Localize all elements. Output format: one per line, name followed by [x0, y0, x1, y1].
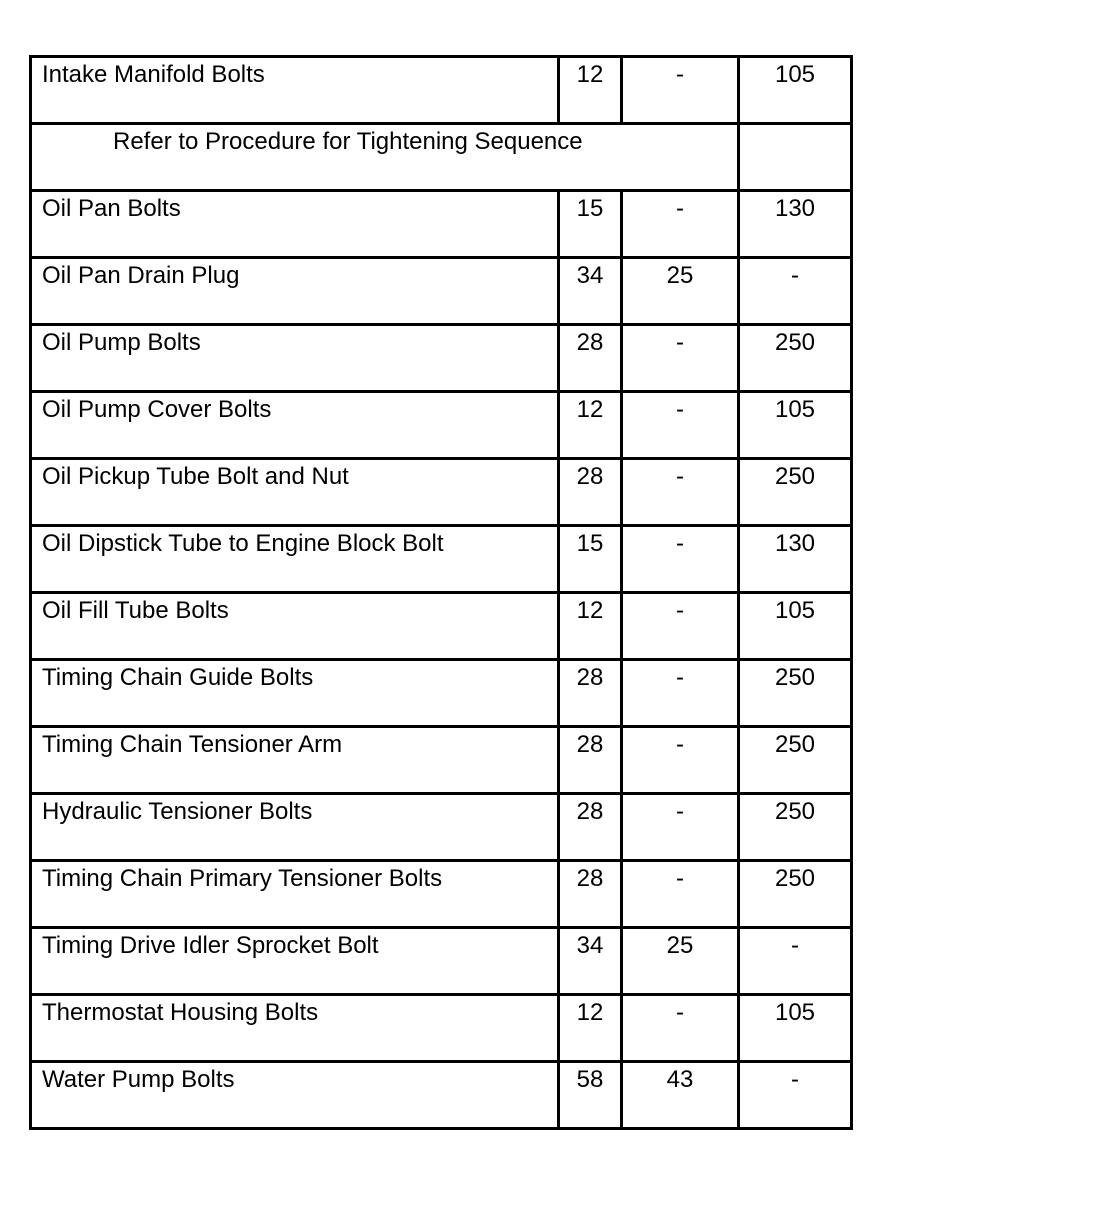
- component-name: Oil Fill Tube Bolts: [29, 591, 560, 661]
- value-cell-3: 105: [737, 390, 853, 460]
- note-row: Refer to Procedure for Tightening Sequen…: [29, 122, 853, 192]
- table-row: Intake Manifold Bolts 12-105: [29, 55, 853, 125]
- component-name: Timing Chain Guide Bolts: [29, 658, 560, 728]
- component-name: Timing Chain Tensioner Arm: [29, 725, 560, 795]
- value-cell-2: 25: [620, 256, 740, 326]
- value-cell-1: 34: [557, 256, 623, 326]
- value-cell-3: 250: [737, 457, 853, 527]
- torque-spec-table: Intake Manifold Bolts 12-105 Refer to Proc…: [29, 55, 853, 1130]
- value-cell-2: -: [620, 524, 740, 594]
- table-row: Oil Dipstick Tube to Engine Block Bolt 15…: [29, 524, 853, 594]
- value-cell-2: -: [620, 457, 740, 527]
- value-cell-3: 250: [737, 323, 853, 393]
- component-name: Timing Chain Primary Tensioner Bolts: [29, 859, 560, 929]
- value-cell-2: -: [620, 323, 740, 393]
- table-row: Hydraulic Tensioner Bolts 28-250: [29, 792, 853, 862]
- table-row: Oil Pan Bolts 15-130: [29, 189, 853, 259]
- value-cell-2: -: [620, 189, 740, 259]
- component-name: Intake Manifold Bolts: [29, 55, 560, 125]
- value-cell-2: -: [620, 993, 740, 1063]
- value-cell-2: 43: [620, 1060, 740, 1130]
- table-row: Oil Pan Drain Plug 34 25-: [29, 256, 853, 326]
- value-cell-3: -: [737, 1060, 853, 1130]
- value-cell-1: 28: [557, 323, 623, 393]
- value-cell-1: 28: [557, 725, 623, 795]
- component-name: Timing Drive Idler Sprocket Bolt: [29, 926, 560, 996]
- table-row: Timing Drive Idler Sprocket Bolt 34 25-: [29, 926, 853, 996]
- value-cell-3: 250: [737, 658, 853, 728]
- component-name: Water Pump Bolts: [29, 1060, 560, 1130]
- value-cell-2: -: [620, 55, 740, 125]
- value-cell-3: 130: [737, 524, 853, 594]
- component-name: Oil Pan Drain Plug: [29, 256, 560, 326]
- value-cell-1: 28: [557, 859, 623, 929]
- value-cell-3: [737, 122, 853, 192]
- table-row: Timing Chain Primary Tensioner Bolts 28-2…: [29, 859, 853, 929]
- component-name: Oil Pickup Tube Bolt and Nut: [29, 457, 560, 527]
- value-cell-3: 250: [737, 859, 853, 929]
- value-cell-1: 34: [557, 926, 623, 996]
- value-cell-1: 12: [557, 390, 623, 460]
- component-name: Hydraulic Tensioner Bolts: [29, 792, 560, 862]
- value-cell-2: -: [620, 591, 740, 661]
- value-cell-3: 250: [737, 792, 853, 862]
- value-cell-3: 250: [737, 725, 853, 795]
- value-cell-1: 12: [557, 55, 623, 125]
- value-cell-3: 105: [737, 55, 853, 125]
- value-cell-1: 15: [557, 189, 623, 259]
- value-cell-3: 105: [737, 993, 853, 1063]
- value-cell-1: 28: [557, 457, 623, 527]
- component-name: Oil Dipstick Tube to Engine Block Bolt: [29, 524, 560, 594]
- value-cell-2: -: [620, 658, 740, 728]
- table-row: Oil Fill Tube Bolts 12-105: [29, 591, 853, 661]
- value-cell-2: -: [620, 859, 740, 929]
- component-name: Oil Pan Bolts: [29, 189, 560, 259]
- value-cell-1: 12: [557, 993, 623, 1063]
- value-cell-2: -: [620, 792, 740, 862]
- table-row: Timing Chain Tensioner Arm 28-250: [29, 725, 853, 795]
- value-cell-2: 25: [620, 926, 740, 996]
- table-row: Thermostat Housing Bolts 12-105: [29, 993, 853, 1063]
- value-cell-2: -: [620, 725, 740, 795]
- table-row: Oil Pump Cover Bolts 12-105: [29, 390, 853, 460]
- table-row: Timing Chain Guide Bolts 28-250: [29, 658, 853, 728]
- component-name: Oil Pump Bolts: [29, 323, 560, 393]
- value-cell-3: 105: [737, 591, 853, 661]
- value-cell-3: -: [737, 256, 853, 326]
- table-row: Water Pump Bolts 58 43-: [29, 1060, 853, 1130]
- procedure-note: Refer to Procedure for Tightening Sequen…: [29, 122, 740, 192]
- value-cell-1: 28: [557, 792, 623, 862]
- value-cell-1: 28: [557, 658, 623, 728]
- value-cell-3: 130: [737, 189, 853, 259]
- value-cell-1: 12: [557, 591, 623, 661]
- value-cell-3: -: [737, 926, 853, 996]
- value-cell-2: -: [620, 390, 740, 460]
- component-name: Oil Pump Cover Bolts: [29, 390, 560, 460]
- component-name: Thermostat Housing Bolts: [29, 993, 560, 1063]
- value-cell-1: 58: [557, 1060, 623, 1130]
- table-row: Oil Pickup Tube Bolt and Nut 28-250: [29, 457, 853, 527]
- table-row: Oil Pump Bolts 28-250: [29, 323, 853, 393]
- value-cell-1: 15: [557, 524, 623, 594]
